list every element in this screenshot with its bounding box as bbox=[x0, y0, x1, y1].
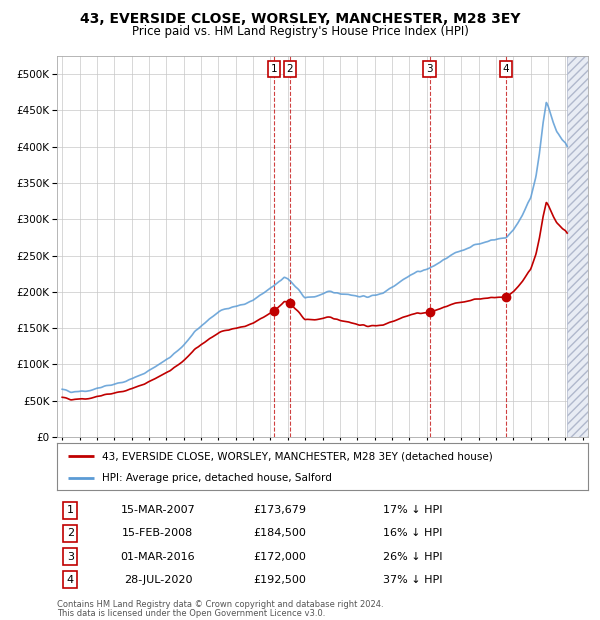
Text: £184,500: £184,500 bbox=[254, 528, 307, 538]
Text: 43, EVERSIDE CLOSE, WORSLEY, MANCHESTER, M28 3EY: 43, EVERSIDE CLOSE, WORSLEY, MANCHESTER,… bbox=[80, 12, 520, 27]
Text: £173,679: £173,679 bbox=[254, 505, 307, 515]
Text: 1: 1 bbox=[271, 64, 277, 74]
Text: HPI: Average price, detached house, Salford: HPI: Average price, detached house, Salf… bbox=[102, 472, 332, 483]
Text: 4: 4 bbox=[67, 575, 74, 585]
Text: 2: 2 bbox=[67, 528, 74, 538]
Text: 1: 1 bbox=[67, 505, 74, 515]
Text: This data is licensed under the Open Government Licence v3.0.: This data is licensed under the Open Gov… bbox=[57, 609, 325, 618]
Text: 43, EVERSIDE CLOSE, WORSLEY, MANCHESTER, M28 3EY (detached house): 43, EVERSIDE CLOSE, WORSLEY, MANCHESTER,… bbox=[102, 451, 493, 461]
Text: 26% ↓ HPI: 26% ↓ HPI bbox=[383, 552, 443, 562]
Text: 2: 2 bbox=[287, 64, 293, 74]
Text: Price paid vs. HM Land Registry's House Price Index (HPI): Price paid vs. HM Land Registry's House … bbox=[131, 25, 469, 38]
Text: 28-JUL-2020: 28-JUL-2020 bbox=[124, 575, 192, 585]
Text: £192,500: £192,500 bbox=[254, 575, 307, 585]
Text: 3: 3 bbox=[67, 552, 74, 562]
Text: Contains HM Land Registry data © Crown copyright and database right 2024.: Contains HM Land Registry data © Crown c… bbox=[57, 600, 383, 609]
Text: £172,000: £172,000 bbox=[254, 552, 307, 562]
Text: 15-FEB-2008: 15-FEB-2008 bbox=[122, 528, 194, 538]
Text: 16% ↓ HPI: 16% ↓ HPI bbox=[383, 528, 442, 538]
Text: 3: 3 bbox=[426, 64, 433, 74]
Text: 17% ↓ HPI: 17% ↓ HPI bbox=[383, 505, 443, 515]
Text: 4: 4 bbox=[503, 64, 509, 74]
Text: 01-MAR-2016: 01-MAR-2016 bbox=[121, 552, 195, 562]
Text: 37% ↓ HPI: 37% ↓ HPI bbox=[383, 575, 443, 585]
Text: 15-MAR-2007: 15-MAR-2007 bbox=[121, 505, 195, 515]
